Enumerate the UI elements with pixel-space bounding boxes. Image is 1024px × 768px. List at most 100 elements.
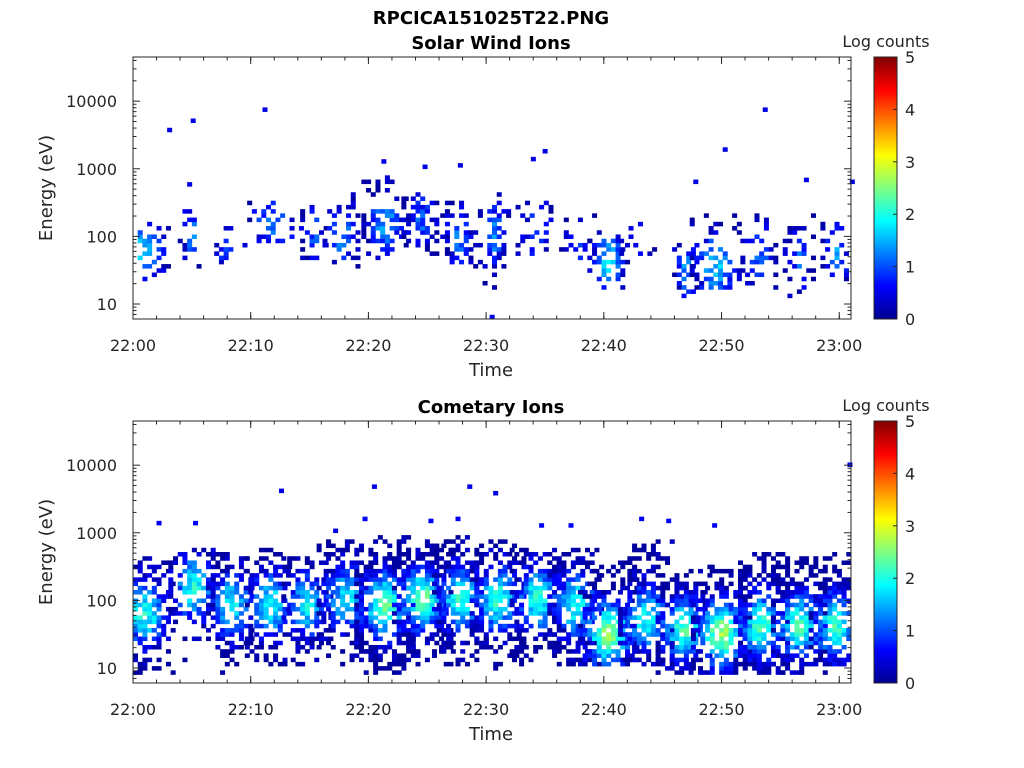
heatmap-cell [410,204,416,210]
heatmap-cell [789,653,795,658]
heatmap-cell [137,628,143,633]
heatmap-cell [728,628,734,633]
heatmap-cell [210,623,216,629]
heatmap-cell [396,619,402,625]
heatmap-cell [182,585,188,591]
heatmap-cell [238,573,244,578]
heatmap-cell [182,556,188,561]
heatmap-cell [846,560,852,565]
heatmap-cell [785,657,791,663]
heatmap-cell [424,204,430,210]
heatmap-cell [434,547,440,553]
heatmap-cell [449,251,455,256]
heatmap-cell [354,598,360,604]
heatmap-cell [401,606,407,612]
heatmap-cell [832,581,838,587]
heatmap-cell [449,200,455,206]
heatmap-cell [552,547,558,553]
heatmap-cell [455,623,461,629]
heatmap-cell [719,590,725,595]
heatmap-cell [834,255,840,261]
heatmap-cell [493,661,499,667]
heatmap-cell [566,661,572,667]
heatmap-cell [690,615,696,620]
heatmap-cell [151,666,157,671]
heatmap-cell [506,213,512,218]
heatmap-cell [191,606,197,612]
heatmap-cell [165,264,171,269]
heatmap-cell [249,636,255,642]
heatmap-cell [406,649,412,654]
heatmap-cell [406,552,412,557]
heatmap-cell [610,628,616,633]
heatmap-cell [596,632,602,637]
heatmap-cell [596,644,602,650]
heatmap-cell [629,623,635,629]
heatmap-cell [290,606,296,612]
heatmap-cell [813,564,819,570]
heatmap-cell [627,611,633,616]
heatmap-cell [229,590,235,595]
heatmap-cell [566,640,572,646]
heatmap-cell [515,242,521,248]
colorbar-tick-label: 1 [905,622,915,641]
heatmap-cell [205,606,211,612]
heatmap-cell [792,230,798,235]
heatmap-cell [309,644,315,650]
heatmap-cell [596,653,602,658]
heatmap-cell [431,590,437,595]
heatmap-cell [316,611,322,616]
heatmap-cell [722,251,728,256]
heatmap-cell [464,568,470,574]
heatmap-cell [354,636,360,642]
heatmap-cell [350,200,356,206]
heatmap-cell [566,649,572,654]
heatmap-cell [300,628,306,633]
heatmap-cell [314,623,320,629]
heatmap-cell [210,552,216,557]
heatmap-cell [556,619,562,625]
heatmap-cell [719,649,725,654]
heatmap-cell [147,573,153,578]
heatmap-cell [524,200,530,206]
heatmap-cell [270,200,276,206]
heatmap-cell [282,661,288,667]
heatmap-cell [316,598,322,604]
heatmap-cell [818,644,824,650]
heatmap-cell [187,242,193,248]
heatmap-cell [674,598,680,604]
heatmap-cell [459,200,465,206]
heatmap-cell [762,107,768,112]
heatmap-cell [263,606,269,612]
heatmap-cell [220,632,226,637]
heatmap-cell [460,590,466,595]
heatmap-cell [745,280,751,286]
heatmap-cell [358,640,364,646]
heatmap-cell [161,247,167,252]
heatmap-cell [770,602,776,608]
heatmap-cell [474,560,480,565]
heatmap-cell [754,213,760,218]
heatmap-cell [669,644,675,650]
heatmap-cell [464,598,470,604]
heatmap-cell [187,585,193,591]
heatmap-cell [263,632,269,637]
heatmap-cell [318,230,324,235]
heatmap-cell [493,666,499,671]
heatmap-cell [243,623,249,629]
heatmap-cell [679,594,685,599]
heatmap-cell [268,585,274,591]
heatmap-cell [165,615,171,620]
heatmap-cell [441,640,447,646]
heatmap-cell [822,594,828,599]
plot-frame [132,56,852,320]
heatmap-cell [396,670,402,675]
heatmap-cell [229,606,235,612]
heatmap-cell [244,653,250,658]
heatmap-cell [368,623,374,629]
heatmap-cell [738,577,744,582]
heatmap-cell [683,644,689,650]
heatmap-cell [406,573,412,578]
heatmap-cell [808,644,814,650]
